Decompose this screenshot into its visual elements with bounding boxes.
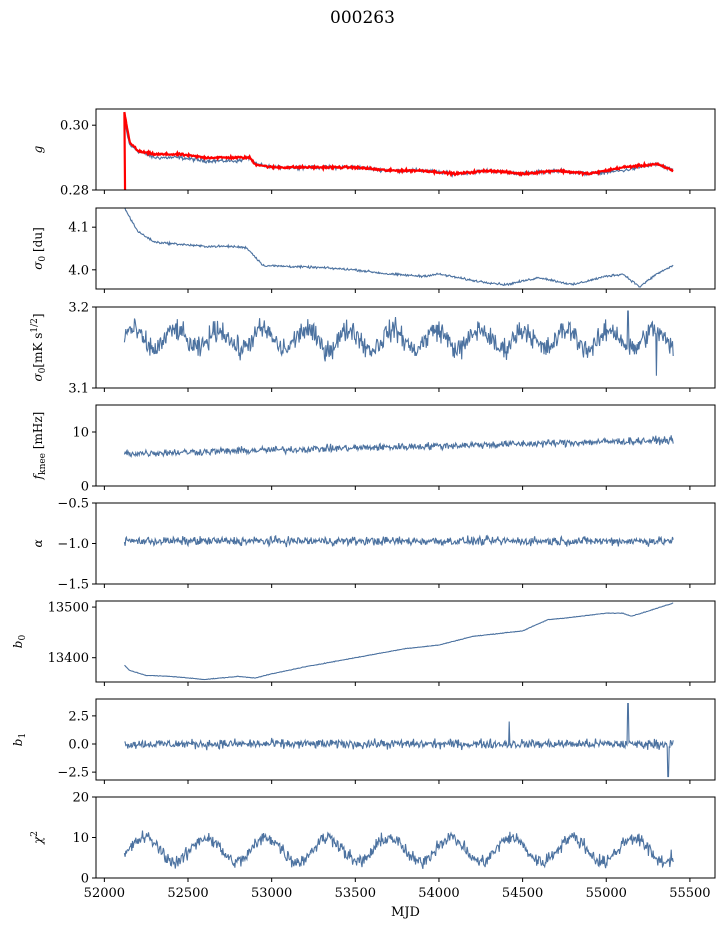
series-line [123,310,674,376]
x-axis-label: MJD [391,905,420,920]
series-line [123,830,674,870]
y-axis-label: σ0 [du] [31,227,48,270]
x-tick-label: 52500 [167,886,208,901]
axes-frame [95,207,716,290]
series-line [123,121,674,178]
x-tick-label: 54500 [502,886,543,901]
panel-3: 3.1 3.2 σ0[mK s1/2] [30,301,716,397]
y-tick-label: 20 [72,791,89,806]
series-group [123,111,674,190]
y-tick-label: 3.2 [68,301,89,316]
y-tick-label: 13400 [48,651,89,666]
series-line [123,435,674,458]
panel-7: −2.5 0.0 2.5 b1 [11,698,716,784]
figure-title: 000263 [330,8,395,28]
y-tick-label: −2.5 [57,766,89,781]
y-tick-label: 0.0 [68,738,89,753]
axes-frame [95,698,716,781]
y-tick-label: −1.0 [57,537,89,552]
series-group [124,702,674,778]
x-tick-label: 55500 [669,886,710,901]
x-tick-label: 53500 [335,886,376,901]
y-axis-label: σ0[mK s1/2] [30,313,48,381]
axes-frame [95,404,716,487]
y-tick-label: 3.1 [68,382,89,397]
y-axis-label: g [31,145,45,153]
y-tick-label: 4.1 [68,221,89,236]
panel-6: 13400 13500 b0 [11,600,716,686]
axes-frame [95,306,716,389]
series-line [123,534,674,548]
panel-1: 0.28 0.30 g [31,108,716,199]
axes-frame [95,600,716,683]
y-tick-label: 0.30 [60,119,89,134]
axes-frame [95,502,716,585]
x-tick-label: 54000 [418,886,459,901]
y-tick-label: −0.5 [57,497,89,512]
y-axis-label: b1 [11,733,28,746]
series-line [123,208,674,288]
y-tick-label: 2.5 [68,709,89,724]
y-tick-label: 4.0 [68,263,89,278]
y-tick-label: 13500 [48,601,89,616]
x-tick-label: 53000 [251,886,292,901]
series-line [123,111,674,190]
series-group [123,310,674,376]
y-tick-label: −1.5 [57,578,89,593]
y-tick-label: 10 [72,831,89,846]
x-tick-label: 55000 [586,886,627,901]
panel-4: 0 10 fknee [mHz] [31,404,716,495]
y-tick-label: 0.28 [60,184,89,199]
series-group [124,602,674,681]
y-axis-label: b0 [11,635,28,649]
y-tick-label: 0 [81,872,89,887]
series-line [124,702,674,778]
y-tick-label: 0 [81,480,89,495]
panel-8: 0 10 20 52000 52500 53000 53500 54000 54500 55000… [30,791,716,920]
series-group [123,208,674,288]
y-axis-label: α [31,539,45,547]
panel-2: 4.0 4.1 σ0 [du] [31,207,716,293]
x-tick-label: 52000 [84,886,125,901]
series-group [123,435,674,458]
axes-frame [95,108,716,191]
y-axis-label: fknee [mHz] [31,412,48,481]
series-group [123,534,674,548]
series-line [124,602,674,681]
y-tick-label: 10 [72,426,89,441]
axes-frame [95,796,716,879]
series-group [123,830,674,870]
panel-5: −1.5 −1.0 −0.5 α [31,497,716,593]
y-axis-label: χ2 [30,831,45,845]
